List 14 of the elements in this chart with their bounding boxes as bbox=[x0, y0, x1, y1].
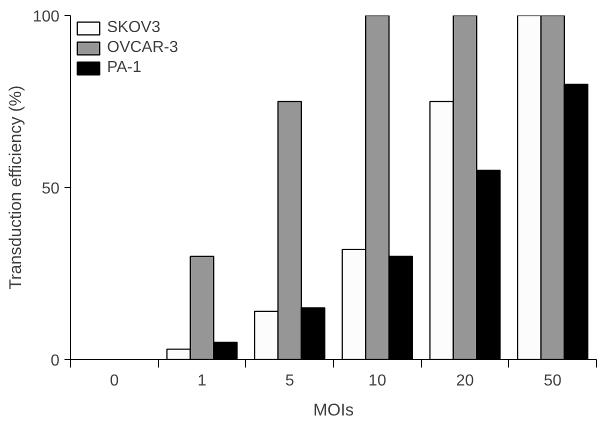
y-tick-label: 50 bbox=[42, 180, 60, 198]
x-tick-label: 10 bbox=[368, 372, 386, 390]
legend-label: PA-1 bbox=[107, 59, 142, 77]
x-tick-label: 0 bbox=[110, 372, 119, 390]
y-tick-label: 100 bbox=[32, 8, 60, 26]
legend-label: SKOV3 bbox=[107, 19, 160, 37]
y-axis-title: Transduction efficiency (%) bbox=[6, 85, 25, 290]
x-tick-label: 50 bbox=[544, 372, 562, 390]
x-tick-label: 5 bbox=[285, 372, 294, 390]
x-tick-label: 20 bbox=[456, 372, 474, 390]
x-tick-label: 1 bbox=[198, 372, 207, 390]
y-tick-label: 0 bbox=[50, 352, 60, 370]
x-axis-title: MOIs bbox=[313, 400, 354, 420]
legend-label: OVCAR-3 bbox=[107, 39, 178, 57]
